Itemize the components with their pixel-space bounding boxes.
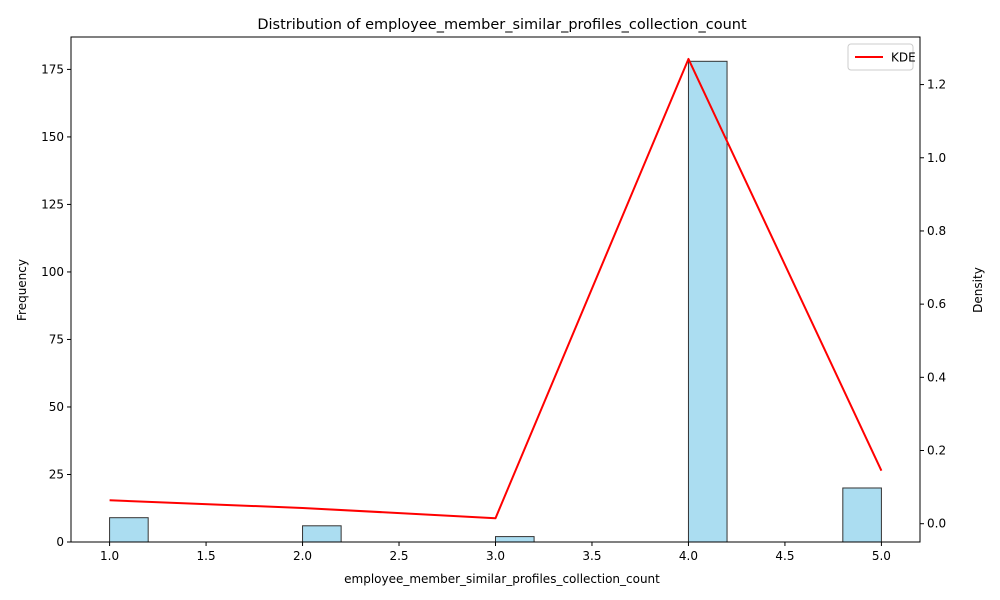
y-tick-label: 25 [49, 467, 64, 481]
y2-tick-label: 0.2 [927, 444, 946, 458]
histogram-bar [842, 487, 882, 543]
y2-tick-label: 1.2 [927, 78, 946, 92]
y-tick-label: 100 [41, 265, 64, 279]
x-tick-label: 2.5 [389, 549, 408, 563]
x-tick-label: 4.5 [775, 549, 794, 563]
y-tick-label: 150 [41, 130, 64, 144]
chart-title: Distribution of employee_member_similar_… [257, 17, 747, 33]
y2-tick-label: 0.0 [927, 517, 946, 531]
x-tick-label: 1.5 [197, 549, 216, 563]
histogram-bar [687, 60, 728, 543]
legend-kde-label: KDE [891, 51, 916, 65]
y2-tick-label: 0.8 [927, 224, 946, 238]
y2-axis-label: Density [971, 267, 985, 313]
kde-line [109, 57, 883, 520]
x-tick-label: 3.5 [582, 549, 601, 563]
histogram-bar [109, 517, 149, 543]
histogram-bar [302, 525, 342, 543]
y2-tick-label: 0.6 [927, 297, 946, 311]
x-tick-label: 5.0 [872, 549, 891, 563]
legend: KDE [847, 43, 916, 71]
x-axis: 1.0 1.5 2.0 2.5 3.0 3.5 4.0 4.5 5.0 [100, 542, 891, 563]
y-tick-label: 75 [49, 332, 64, 346]
y-tick-label: 0 [56, 535, 64, 549]
kde-layer [109, 57, 883, 520]
y-tick-label: 50 [49, 400, 64, 414]
x-tick-label: 4.0 [679, 549, 698, 563]
y2-tick-label: 1.0 [927, 151, 946, 165]
y-tick-label: 125 [41, 197, 64, 211]
y-tick-label: 175 [41, 62, 64, 76]
x-tick-label: 3.0 [486, 549, 505, 563]
plot-frame [70, 36, 921, 543]
histogram-bar [495, 536, 535, 543]
histogram-bars [109, 60, 882, 543]
y2-tick-label: 0.4 [927, 370, 946, 384]
x-tick-label: 2.0 [293, 549, 312, 563]
y-axis-left: 0 25 50 75 100 125 150 175 [41, 62, 71, 549]
y-axis-label: Frequency [15, 259, 29, 321]
y-axis-right: 0.0 0.2 0.4 0.6 0.8 1.0 1.2 [920, 78, 946, 531]
x-tick-label: 1.0 [100, 549, 119, 563]
x-axis-label: employee_member_similar_profiles_collect… [344, 572, 660, 586]
